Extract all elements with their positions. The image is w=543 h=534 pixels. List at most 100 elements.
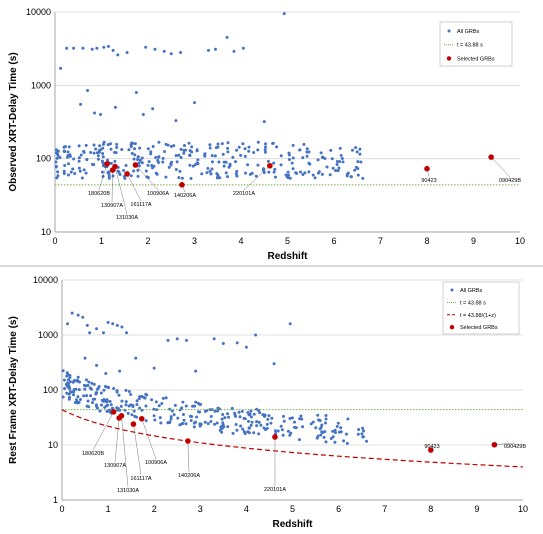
all-grbs-point xyxy=(55,148,59,152)
all-grbs-point xyxy=(68,390,72,394)
all-grbs-point xyxy=(72,390,76,394)
all-grbs-point xyxy=(213,154,217,158)
annotation-label: 140206A xyxy=(174,193,196,199)
all-grbs-point xyxy=(290,161,294,165)
all-grbs-point xyxy=(339,430,343,434)
all-grbs-point xyxy=(232,49,236,53)
all-grbs-point xyxy=(169,145,173,149)
all-grbs-point xyxy=(154,171,158,175)
all-grbs-point xyxy=(115,323,119,327)
all-grbs-point xyxy=(168,407,172,411)
all-grbs-point xyxy=(320,172,324,176)
all-grbs-point xyxy=(323,430,327,434)
all-grbs-point xyxy=(132,409,136,413)
all-grbs-point xyxy=(118,369,122,373)
all-grbs-point xyxy=(109,403,113,407)
legend-label: t = 43.88 s xyxy=(457,43,483,49)
all-grbs-point xyxy=(89,151,93,155)
all-grbs-point xyxy=(146,163,150,167)
x-tick-label: 3 xyxy=(198,504,203,514)
all-grbs-point xyxy=(170,409,174,413)
all-grbs-point xyxy=(90,47,94,51)
all-grbs-point xyxy=(153,418,157,422)
x-tick-label: 0 xyxy=(59,504,64,514)
all-grbs-point xyxy=(103,385,107,389)
selected-grb-point xyxy=(124,171,130,177)
all-grbs-point xyxy=(335,159,339,163)
all-grbs-point xyxy=(257,420,261,424)
annotation-leader xyxy=(141,418,157,460)
all-grbs-point xyxy=(87,405,91,409)
legend-label: All GRBs xyxy=(460,288,483,294)
all-grbs-point xyxy=(320,423,324,427)
x-tick-label: 9 xyxy=(471,236,476,246)
all-grbs-point xyxy=(331,166,335,170)
all-grbs-point xyxy=(279,424,283,428)
x-tick-label: 4 xyxy=(244,504,249,514)
all-grbs-point xyxy=(339,426,343,430)
all-grbs-point xyxy=(208,143,212,147)
all-grbs-point xyxy=(191,164,195,168)
all-grbs-point xyxy=(140,161,144,165)
all-grbs-point xyxy=(107,172,111,176)
all-grbs-point xyxy=(209,415,213,419)
all-grbs-point xyxy=(82,383,86,387)
all-grbs-point xyxy=(350,148,354,152)
all-grbs-point xyxy=(265,426,269,430)
y-tick-label: 10000 xyxy=(33,275,58,285)
all-grbs-point xyxy=(220,430,224,434)
legend-label: Selected GRBs xyxy=(457,56,495,62)
all-grbs-point xyxy=(194,400,198,404)
all-grbs-point xyxy=(286,176,290,180)
all-grbs-point xyxy=(106,320,110,324)
annotation-leader xyxy=(135,164,159,191)
all-grbs-point xyxy=(342,439,346,443)
all-grbs-point xyxy=(233,411,237,415)
all-grbs-point xyxy=(321,155,325,159)
all-grbs-point xyxy=(91,401,95,405)
all-grbs-point xyxy=(164,396,168,400)
all-grbs-point xyxy=(302,142,306,146)
all-grbs-point xyxy=(124,403,128,407)
all-grbs-point xyxy=(69,170,73,174)
all-grbs-point xyxy=(215,421,219,425)
all-grbs-point xyxy=(233,414,237,418)
all-grbs-point xyxy=(135,399,139,403)
all-grbs-point xyxy=(291,156,295,160)
all-grbs-point xyxy=(85,323,89,327)
all-grbs-point xyxy=(105,409,109,413)
all-grbs-point xyxy=(263,148,267,152)
all-grbs-point xyxy=(247,149,251,153)
all-grbs-point xyxy=(127,389,131,393)
x-tick-label: 7 xyxy=(382,504,387,514)
all-grbs-point xyxy=(361,176,365,180)
all-grbs-point xyxy=(247,426,251,430)
all-grbs-point xyxy=(95,363,99,367)
all-grbs-point xyxy=(273,167,277,171)
all-grbs-point xyxy=(188,414,192,418)
all-grbs-point xyxy=(120,325,124,329)
all-grbs-point xyxy=(182,418,186,422)
annotation-label: 90423 xyxy=(424,444,439,450)
all-grbs-point xyxy=(355,150,359,154)
all-grbs-point xyxy=(109,142,113,146)
all-grbs-point xyxy=(83,387,87,391)
legend-label: Selected GRBs xyxy=(460,325,498,331)
all-grbs-point xyxy=(64,382,68,386)
all-grbs-point xyxy=(235,341,239,345)
all-grbs-point xyxy=(154,156,158,160)
all-grbs-point xyxy=(309,422,313,426)
all-grbs-point xyxy=(315,436,319,440)
all-grbs-point xyxy=(333,440,337,444)
all-grbs-point xyxy=(83,356,87,360)
all-grbs-point xyxy=(210,160,214,164)
all-grbs-point xyxy=(319,433,323,437)
all-grbs-point xyxy=(122,168,126,172)
all-grbs-point xyxy=(72,46,76,50)
all-grbs-point xyxy=(252,431,256,435)
all-grbs-point xyxy=(259,423,263,427)
x-tick-label: 10 xyxy=(518,504,528,514)
y-tick-label: 1 xyxy=(53,495,58,505)
x-tick-label: 6 xyxy=(336,504,341,514)
all-grbs-point xyxy=(317,418,321,422)
